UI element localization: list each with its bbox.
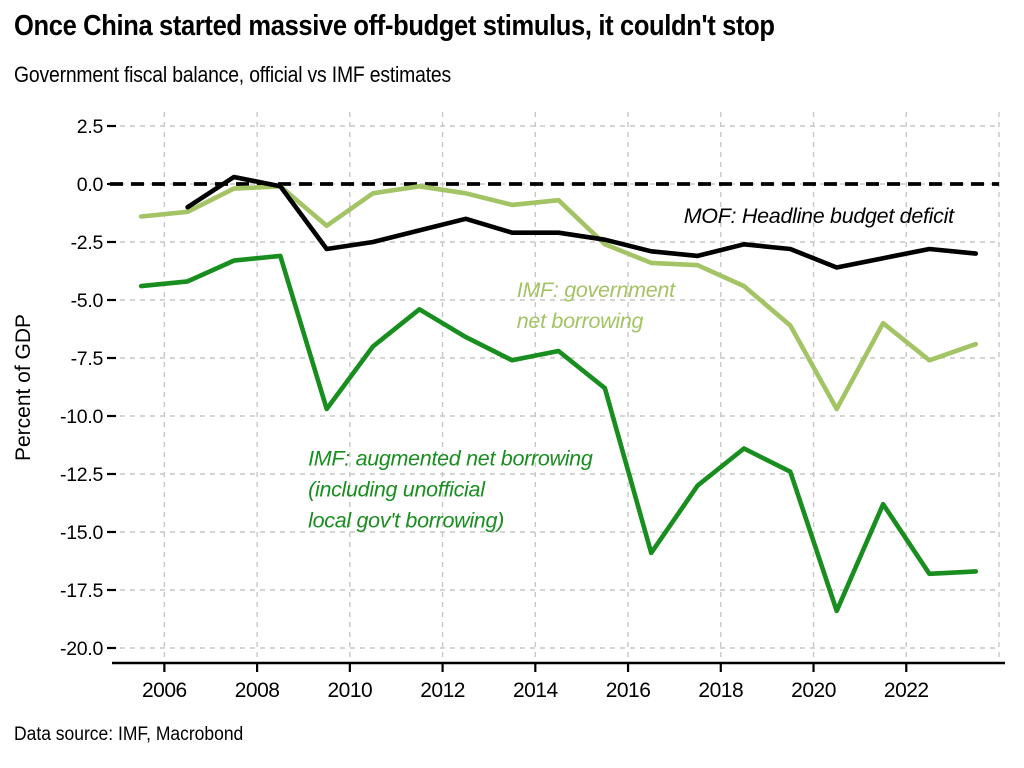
chart-subtitle: Government fiscal balance, official vs I… — [14, 62, 452, 87]
x-axis-tick-label: 2014 — [513, 679, 559, 702]
x-axis-tick-label: 2010 — [327, 679, 372, 702]
x-axis-tick-label: 2018 — [698, 679, 743, 702]
y-axis-title: Percent of GDP — [12, 314, 35, 461]
y-axis-tick-label: -5.0 — [71, 290, 104, 312]
x-axis-tick-label: 2016 — [606, 679, 651, 702]
x-axis-tick-label: 2012 — [420, 679, 465, 702]
chart-title: Once China started massive off-budget st… — [14, 10, 775, 42]
series-line-mof — [185, 174, 979, 270]
data-source-caption: Data source: IMF, Macrobond — [14, 724, 244, 745]
y-axis-tick-label: -17.5 — [60, 580, 103, 602]
y-axis-tick-label: -12.5 — [60, 464, 103, 486]
series-annotation-imf_net: net borrowing — [517, 309, 644, 333]
y-axis-tick-label: 2.5 — [77, 116, 104, 138]
series-line-imf_augmented — [138, 253, 979, 614]
series-annotation-mof: MOF: Headline budget deficit — [684, 204, 955, 228]
series-annotation-imf_net: IMF: government — [517, 278, 676, 302]
y-axis-tick-label: -15.0 — [60, 522, 103, 544]
y-axis-tick-label: 0.0 — [77, 174, 104, 196]
series-annotation-imf_augmented: local gov't borrowing) — [308, 508, 504, 532]
y-axis-tick-label: -10.0 — [60, 406, 103, 428]
series-annotation-imf_augmented: IMF: augmented net borrowing — [308, 446, 593, 470]
y-axis-tick-label: -2.5 — [71, 232, 104, 254]
x-axis-tick-label: 2020 — [791, 679, 836, 702]
x-axis-tick-label: 2006 — [142, 679, 187, 702]
y-axis-tick-label: -7.5 — [71, 348, 104, 370]
series-annotation-imf_augmented: (including unofficial — [308, 477, 486, 501]
y-axis-tick-label: -20.0 — [60, 638, 103, 660]
x-axis-tick-label: 2022 — [884, 679, 929, 702]
x-axis-tick-label: 2008 — [235, 679, 280, 702]
